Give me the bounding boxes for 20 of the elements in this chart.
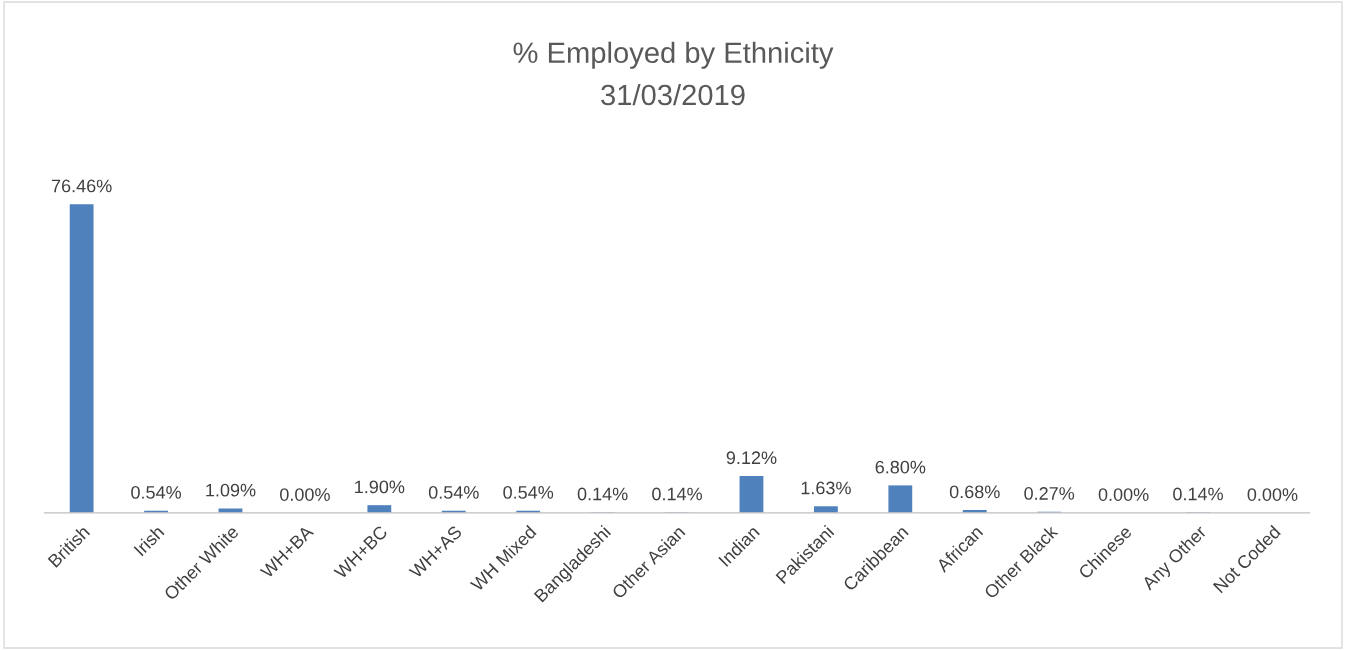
data-label: 0.00%: [1098, 488, 1149, 501]
data-label: 0.54%: [131, 485, 182, 499]
data-label: 6.80%: [875, 460, 926, 474]
data-label: 1.90%: [355, 480, 405, 494]
data-label: 1.63%: [801, 481, 851, 495]
data-label: 0.14%: [577, 487, 628, 501]
data-label: 0.54%: [428, 485, 479, 499]
data-label: 0.00%: [1247, 488, 1298, 501]
data-label: 1.09%: [206, 483, 256, 497]
chart-title: % Employed by Ethnicity: [513, 41, 834, 69]
data-label: 76.46%: [51, 179, 112, 193]
data-label: 0.14%: [1173, 487, 1223, 501]
data-label: 0.00%: [280, 488, 330, 501]
x-tick-label: Irish: [133, 524, 165, 557]
data-label: 0.68%: [949, 485, 1000, 499]
chart-subtitle: 31/03/2019: [601, 83, 745, 106]
data-label: 0.54%: [503, 485, 554, 499]
data-label: 0.14%: [652, 487, 702, 501]
data-label: 0.27%: [1024, 487, 1075, 500]
data-label: 9.12%: [726, 451, 777, 465]
